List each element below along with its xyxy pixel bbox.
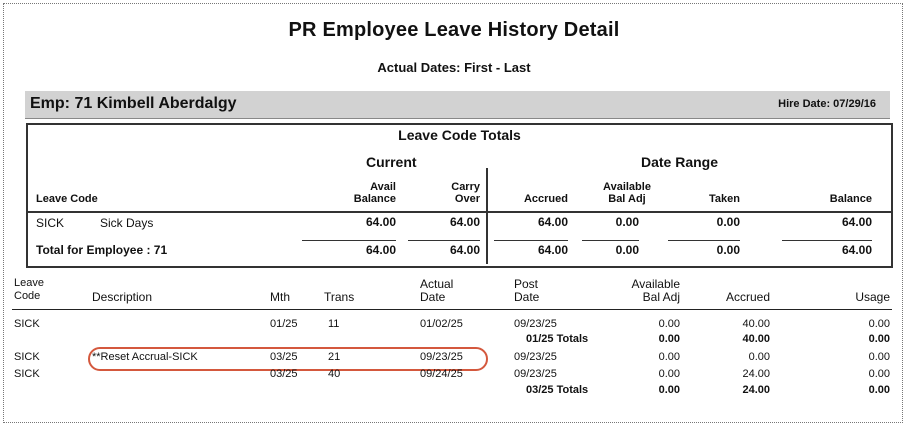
detail-hdr-actual-1: Actual [420, 277, 454, 291]
col-avail-balance-2: Balance [353, 193, 396, 205]
col-carry-over-1: Carry [451, 181, 480, 193]
totals-heading: Leave Code Totals [398, 127, 521, 143]
totals-row-bal-adj: 0.00 [615, 215, 639, 229]
detail-row-accrued: 24.00 [742, 368, 770, 380]
total-row-balance: 64.00 [841, 243, 872, 257]
detail-row-actual: 01/02/25 [420, 318, 463, 330]
detail-row-code: SICK [14, 368, 40, 380]
totals-row-accrued: 64.00 [537, 215, 568, 229]
detail-row-usage: 0.00 [868, 351, 890, 363]
col-taken: Taken [709, 193, 740, 205]
totals-row-avail-balance: 64.00 [365, 215, 396, 229]
leave-code-totals-box [26, 123, 893, 268]
detail-row-code: SICK [14, 351, 40, 363]
col-accrued: Accrued [523, 193, 568, 205]
group-date-range: Date Range [641, 154, 719, 170]
detail-row-actual: 09/23/25 [420, 351, 463, 363]
employee-header-bar: Emp: 71 Kimbell Aberdalgy Hire Date: 07/… [25, 91, 890, 119]
detail-hdr-mth: Mth [270, 290, 291, 304]
col-leave-code: Leave Code [36, 193, 98, 205]
subtotal-label: 03/25 Totals [526, 384, 589, 396]
total-row-taken: 0.00 [716, 243, 740, 257]
detail-row-accrued: 0.00 [748, 351, 770, 363]
detail-row-usage: 0.00 [868, 318, 890, 330]
group-current: Current [366, 154, 417, 170]
subtotal-baladj: 0.00 [658, 384, 680, 396]
detail-row-baladj: 0.00 [658, 351, 680, 363]
totals-row-carry-over: 64.00 [449, 215, 480, 229]
detail-header-rule [12, 309, 892, 310]
col-carry-over-2: Over [454, 193, 480, 205]
detail-row-desc: **Reset Accrual-SICK [92, 351, 198, 363]
detail-row-trans: 11 [328, 318, 340, 330]
totals-header-rule [26, 211, 893, 213]
subtotal-usage: 0.00 [868, 384, 890, 396]
detail-hdr-description: Description [92, 290, 153, 304]
detail-row-mth: 03/25 [270, 351, 298, 363]
total-rule-accrued [494, 240, 568, 241]
detail-hdr-post-2: Date [514, 290, 540, 304]
report-title: PR Employee Leave History Detail [288, 19, 620, 41]
detail-hdr-baladj-1: Available [631, 277, 680, 291]
total-rule-carry [408, 240, 480, 241]
subtotal-accrued: 40.00 [742, 333, 770, 345]
detail-row-post: 09/23/25 [514, 351, 557, 363]
total-rule-balance [782, 240, 872, 241]
subtotal-baladj: 0.00 [658, 333, 680, 345]
highlight-annotation [88, 347, 488, 371]
detail-row-trans: 40 [328, 368, 341, 380]
total-row-label: Total for Employee : 71 [36, 243, 168, 257]
total-row-bal-adj: 0.00 [615, 243, 639, 257]
totals-row-balance: 64.00 [841, 215, 872, 229]
detail-row-mth: 03/25 [270, 368, 298, 380]
col-available-bal-adj-1: Available [603, 181, 651, 193]
detail-row-post: 09/23/25 [514, 368, 557, 380]
detail-row-post: 09/23/25 [514, 318, 557, 330]
detail-hdr-accrued: Accrued [725, 290, 770, 304]
report-page: PR Employee Leave History Detail Actual … [3, 3, 903, 423]
report-subtitle: Actual Dates: First - Last [377, 60, 531, 75]
subtotal-label: 01/25 Totals [526, 333, 589, 345]
detail-row-actual: 09/24/25 [420, 368, 463, 380]
detail-hdr-post-1: Post [514, 277, 539, 291]
totals-row-desc: Sick Days [100, 216, 154, 230]
detail-row-baladj: 0.00 [658, 318, 680, 330]
total-row-carry-over: 64.00 [449, 243, 480, 257]
totals-divider [486, 168, 488, 264]
subtotal-accrued: 24.00 [742, 384, 770, 396]
detail-hdr-trans: Trans [324, 290, 355, 304]
detail-hdr-usage: Usage [855, 290, 890, 304]
detail-hdr-baladj-2: Bal Adj [642, 290, 680, 304]
detail-row-trans: 21 [328, 351, 341, 363]
total-row-accrued: 64.00 [537, 243, 568, 257]
detail-hdr-leave-code-2: Code [14, 290, 41, 302]
detail-hdr-leave-code-1: Leave [14, 277, 44, 289]
detail-row-baladj: 0.00 [658, 368, 680, 380]
col-available-bal-adj-2: Bal Adj [608, 193, 646, 205]
col-balance: Balance [829, 193, 872, 205]
total-rule-taken [668, 240, 740, 241]
col-avail-balance-1: Avail [370, 181, 396, 193]
total-row-avail-balance: 64.00 [365, 243, 396, 257]
total-rule-avail [302, 240, 396, 241]
detail-row-usage: 0.00 [868, 368, 890, 380]
subtotal-usage: 0.00 [868, 333, 890, 345]
detail-row-code: SICK [14, 318, 40, 330]
totals-row-taken: 0.00 [716, 215, 740, 229]
detail-hdr-actual-2: Date [420, 290, 446, 304]
total-rule-baladj [582, 240, 639, 241]
detail-row-mth: 01/25 [270, 318, 298, 330]
employee-label: Emp: 71 Kimbell Aberdalgy [30, 95, 237, 112]
detail-row-accrued: 40.00 [742, 318, 770, 330]
hire-date: Hire Date: 07/29/16 [778, 98, 876, 110]
totals-row-code: SICK [36, 216, 65, 230]
